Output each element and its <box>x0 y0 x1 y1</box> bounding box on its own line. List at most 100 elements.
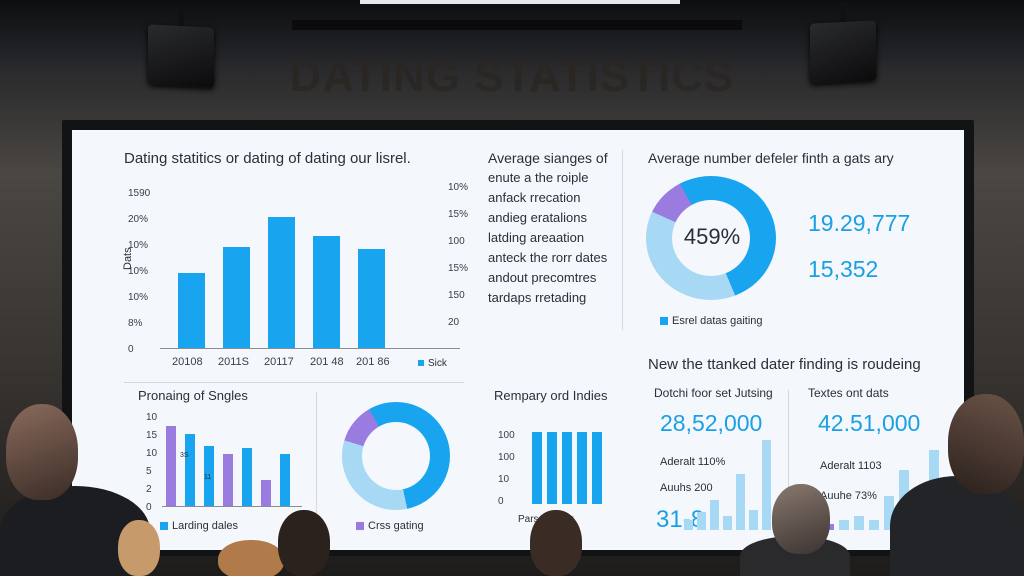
main-chart-category: 20108 <box>172 356 203 368</box>
singles-tick: 10 <box>146 412 158 423</box>
legend-swatch <box>356 522 364 531</box>
findings-right-value: 42.51,000 <box>818 410 921 436</box>
remparg-bar <box>592 432 602 504</box>
divider <box>788 390 789 530</box>
singles-legend-label: Larding dales <box>172 520 239 532</box>
main-chart-tick: 20 <box>448 317 460 328</box>
remparg-title: Rempary ord Indies <box>494 388 608 403</box>
main-chart-tick: 10% <box>128 292 149 303</box>
singles-tick: 15 <box>146 430 158 441</box>
singles-small-label: 11 <box>204 474 212 481</box>
main-chart-legend-label: Sick <box>428 358 447 369</box>
remparg-tick: 10 <box>498 474 510 485</box>
stat-value-2: 15,352 <box>808 256 879 282</box>
findings-right-bar <box>884 496 894 530</box>
singles-tick: 0 <box>146 502 152 513</box>
singles-title: Pronaing of Sngles <box>138 388 248 403</box>
ceiling-beam <box>292 20 742 30</box>
singles-bar <box>166 426 176 506</box>
divider <box>124 382 464 383</box>
remparg-bar <box>577 432 587 504</box>
findings-right-bar <box>869 520 879 530</box>
findings-left-bar <box>736 474 745 530</box>
stat-value-1: 19.29,777 <box>808 210 911 236</box>
audience-head <box>218 540 284 576</box>
legend-swatch <box>660 317 668 326</box>
main-chart-tick: 100 <box>448 236 465 247</box>
main-chart-tick: 10% <box>128 240 149 251</box>
divider <box>622 150 623 330</box>
average-text-line: andieg eratalions <box>488 210 588 225</box>
main-chart-bar <box>178 272 205 348</box>
main-chart-tick: 8% <box>128 318 143 329</box>
speaker-mount <box>178 4 184 32</box>
findings-left-bar <box>684 520 693 530</box>
singles-bar <box>223 454 233 506</box>
main-chart-tick: 150 <box>448 290 465 301</box>
audience-head <box>948 394 1024 494</box>
main-chart-category: 201 48 <box>310 356 344 368</box>
singles-legend: Larding dales <box>160 520 238 532</box>
findings-left-value: 28,52,000 <box>660 410 763 436</box>
singles-bar <box>204 446 214 506</box>
remparg-bar <box>562 432 572 504</box>
singles-bar <box>280 454 290 506</box>
divider <box>316 392 317 532</box>
singles-tick: 10 <box>146 448 158 459</box>
main-chart-bar <box>358 249 385 348</box>
main-chart-bar <box>223 246 250 348</box>
main-chart-category: 20117 <box>264 356 294 368</box>
speaker-mount <box>840 2 846 30</box>
main-chart-title: Dating statitics or dating of dating our… <box>124 150 411 167</box>
average-text-line: enute a the roiple <box>488 170 589 185</box>
singles-tick: 2 <box>146 484 152 495</box>
findings-title: New the ttanked dater finding is roudein… <box>648 356 921 373</box>
audience-head <box>772 484 830 554</box>
remparg-tick: 100 <box>498 430 515 441</box>
legend-swatch <box>418 360 424 367</box>
main-chart-tick: 15% <box>448 209 469 220</box>
singles-bar <box>261 480 271 506</box>
findings-left-bar <box>749 510 758 530</box>
wall-title: DATING STATISTICS <box>289 52 735 101</box>
audience-head <box>6 404 78 500</box>
findings-left-line2: Auuhs 200 <box>660 482 713 494</box>
findings-right-line2: Auuhe 73% <box>820 490 877 502</box>
remparg-bar <box>547 432 557 504</box>
main-chart-category: 2011S <box>218 356 249 368</box>
findings-left-bar <box>762 440 771 530</box>
average-text-line: andout precomtres <box>488 270 597 285</box>
singles-bar <box>185 434 195 506</box>
average-text-line: latding areaation <box>488 230 585 245</box>
remparg-tick: 100 <box>498 452 515 463</box>
findings-left-line1: Aderalt 110% <box>660 456 726 468</box>
projection-screen: Dating statitics or dating of dating our… <box>72 130 964 550</box>
findings-right-line1: Aderalt 1103 <box>820 460 882 472</box>
findings-right-bar <box>854 516 864 530</box>
average-text-line: anfack rrecation <box>488 190 581 205</box>
donut-center-value: 459% <box>683 224 741 249</box>
main-chart-tick: 1590 <box>128 188 151 199</box>
main-chart-x-axis <box>160 348 460 349</box>
donut-top-legend: Esrel datas gaiting <box>660 315 763 327</box>
main-chart-bar <box>313 236 340 348</box>
singles-x-axis <box>162 506 302 507</box>
findings-left-bottom: 31-8 <box>656 506 705 533</box>
average-text-line: tardaps rretading <box>488 290 587 305</box>
audience-person <box>890 476 1024 576</box>
singles-small-label: 3S <box>180 452 189 459</box>
remparg-tick: 0 <box>498 496 504 507</box>
donut-top-legend-label: Esrel datas gaiting <box>672 315 763 327</box>
donut-hole <box>362 422 430 490</box>
main-chart-tick: 20% <box>128 214 149 225</box>
main-chart-bar <box>268 216 295 348</box>
findings-left-bar <box>697 512 706 530</box>
main-chart-tick: 0 <box>128 344 134 355</box>
legend-swatch <box>160 522 168 531</box>
main-chart-tick: 10% <box>448 182 469 193</box>
donut-mid-legend-label: Crss gating <box>368 520 424 532</box>
findings-left-bar <box>710 500 719 530</box>
main-chart-tick: 10% <box>128 266 149 277</box>
findings-right-subtitle: Textes ont dats <box>808 386 889 400</box>
singles-bar <box>242 448 252 506</box>
